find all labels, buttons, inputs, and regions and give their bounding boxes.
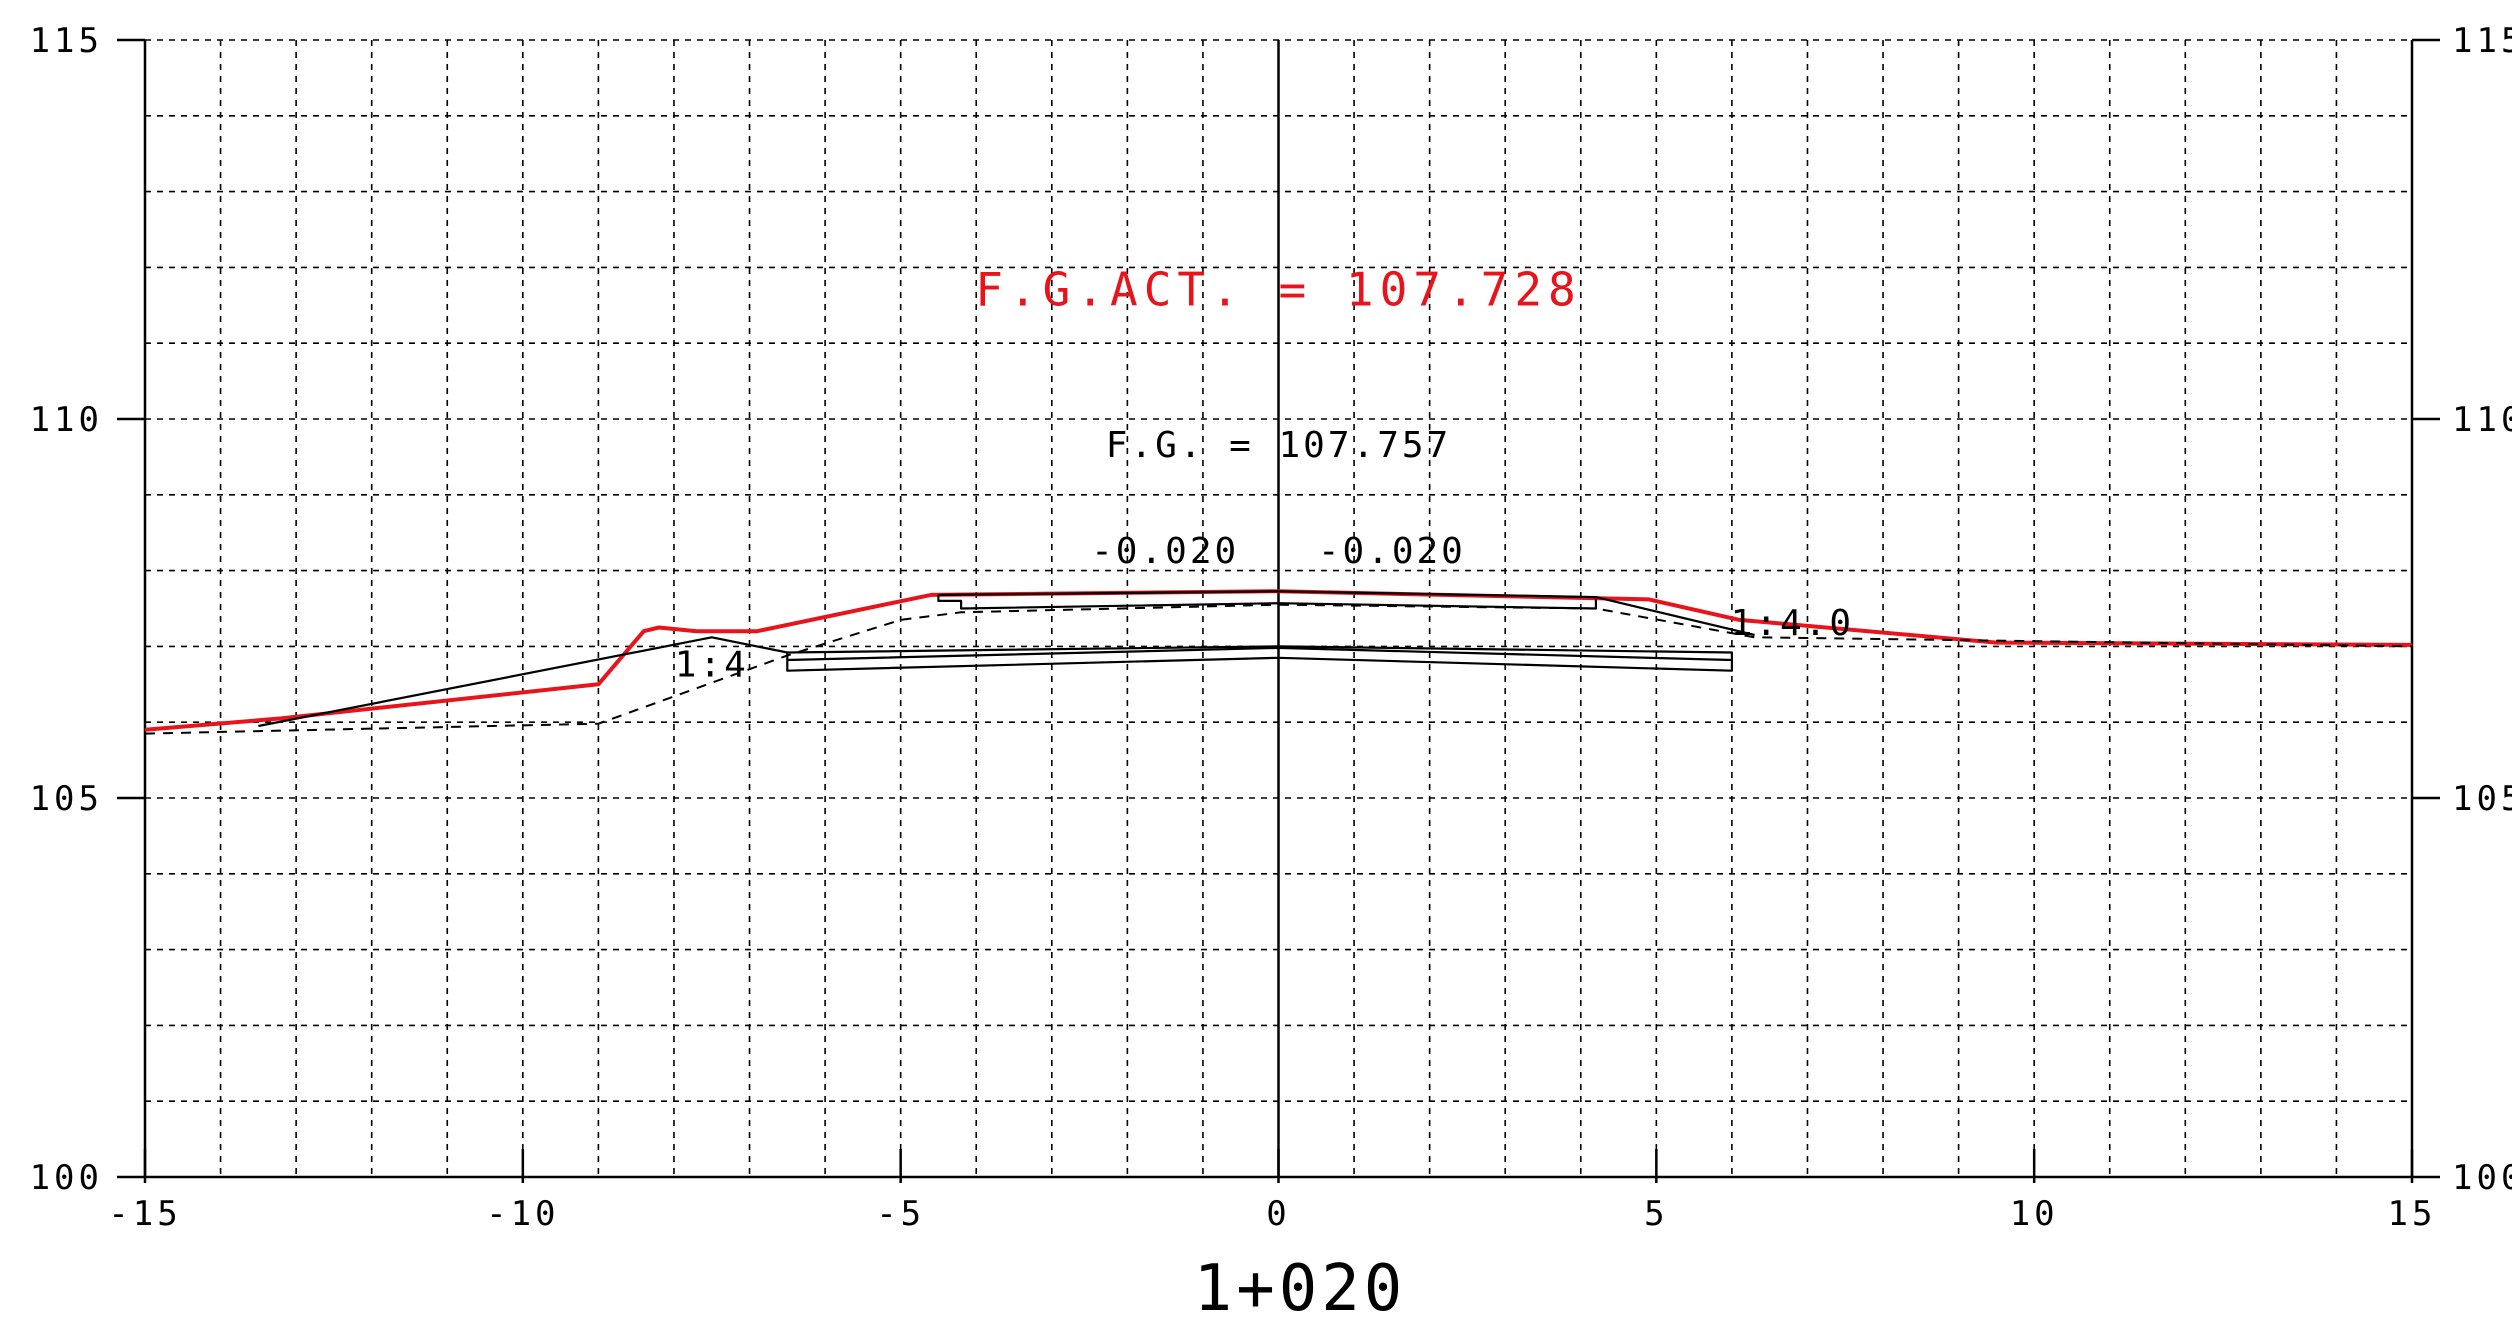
annotations: F.G.ACT. = 107.728 F.G. = 107.757 -0.020 -0… xyxy=(675,262,1854,686)
annotation-label: 1:4 xyxy=(675,645,749,686)
y-tick-label-right: 110 xyxy=(2452,400,2512,440)
profile-line xyxy=(258,636,788,728)
annotation-label: 1:4.0 xyxy=(1731,603,1854,644)
y-tick-label-left: 115 xyxy=(30,21,103,61)
series xyxy=(144,589,2413,735)
profile-line xyxy=(787,646,1732,662)
y-tick-label-right: 100 xyxy=(2452,1158,2512,1198)
y-tick-label-left: 100 xyxy=(30,1158,103,1198)
annotation-label: -0.020 xyxy=(1091,531,1239,572)
y-tick-label-left: 110 xyxy=(30,400,103,440)
profile-line xyxy=(786,645,1734,672)
x-tick-label: 10 xyxy=(2010,1194,2059,1234)
y-tick-label-left: 105 xyxy=(30,779,103,819)
existing-ground-line xyxy=(144,603,2413,735)
station-label: 1+020 xyxy=(1194,1252,1407,1322)
profile-line xyxy=(938,590,1755,637)
annotation-label: -0.020 xyxy=(1318,531,1466,572)
y-tick-label-right: 115 xyxy=(2452,21,2512,61)
x-tick-label: 5 xyxy=(1644,1194,1668,1234)
annotation-label: F.G. = 107.757 xyxy=(1106,425,1451,466)
actual-ground-line xyxy=(144,589,2413,732)
profile-line xyxy=(937,594,1598,610)
annotation-label: F.G.ACT. = 107.728 xyxy=(975,262,1582,316)
x-tick-label: -15 xyxy=(108,1194,181,1234)
y-tick-label-right: 105 xyxy=(2452,779,2512,819)
x-tick-label: 0 xyxy=(1266,1194,1290,1234)
x-tick-label: -5 xyxy=(876,1194,925,1234)
x-tick-label: 15 xyxy=(2388,1194,2437,1234)
x-tick-label: -10 xyxy=(486,1194,559,1234)
axes: -15 -10 -5 0 5 10 15 100 100 105 105 110 110 115 115 xyxy=(30,21,2512,1234)
